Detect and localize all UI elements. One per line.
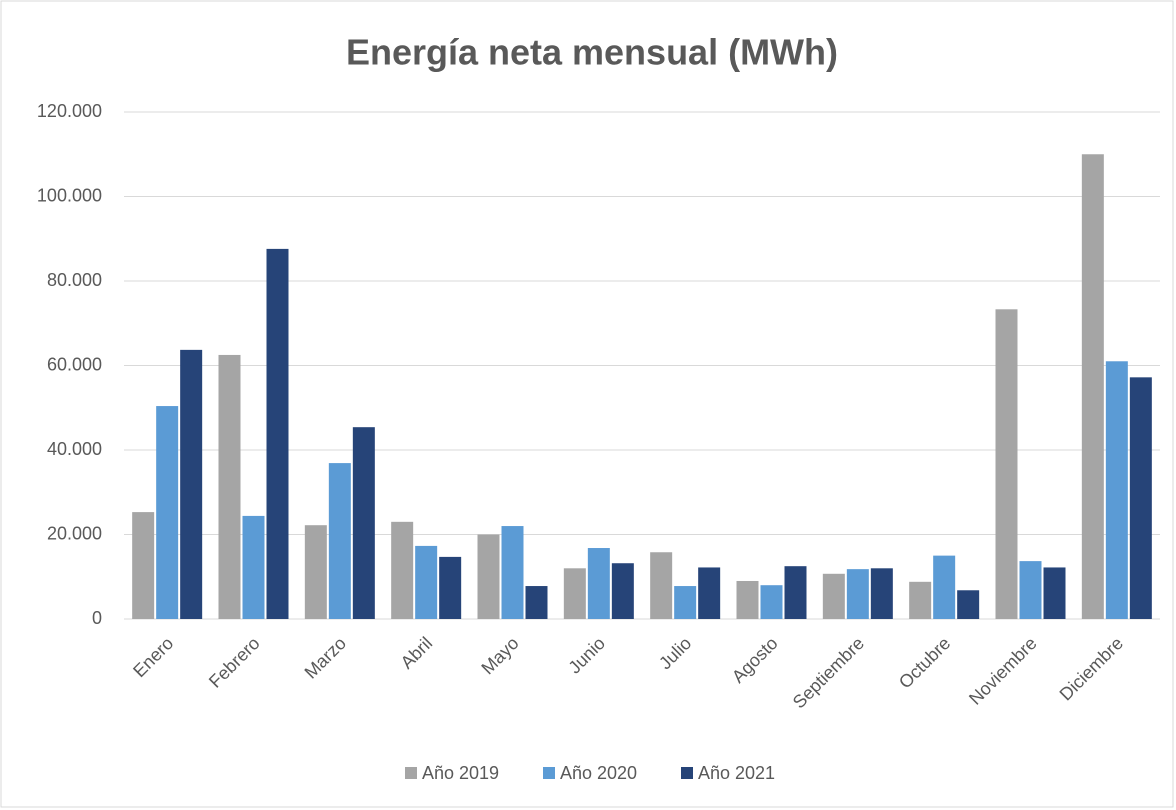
bar — [611, 563, 634, 619]
chart-title: Energía neta mensual (MWh) — [346, 32, 838, 73]
bar — [352, 427, 375, 619]
bar — [1129, 377, 1152, 619]
bar — [822, 573, 845, 619]
bar — [180, 349, 203, 619]
bar — [1019, 561, 1042, 619]
bar — [1081, 154, 1104, 619]
bar — [995, 309, 1018, 619]
legend-swatch — [543, 767, 555, 779]
bar — [415, 545, 438, 619]
legend-swatch — [405, 767, 417, 779]
legend-label: Año 2020 — [560, 763, 637, 783]
legend-label: Año 2021 — [698, 763, 775, 783]
bar — [477, 534, 500, 619]
bar — [1043, 567, 1066, 619]
y-tick-label: 20.000 — [47, 523, 102, 543]
y-tick-label: 60.000 — [47, 354, 102, 374]
bar — [587, 548, 610, 619]
bar — [132, 512, 155, 619]
y-tick-label: 0 — [92, 608, 102, 628]
bar — [784, 566, 807, 619]
bar — [328, 463, 351, 619]
bar — [218, 354, 241, 619]
y-tick-label: 120.000 — [37, 101, 102, 121]
bar — [439, 556, 462, 619]
bar — [909, 581, 932, 619]
bar — [304, 525, 327, 619]
bar — [563, 568, 586, 619]
bar — [242, 515, 265, 619]
bar — [760, 585, 783, 619]
bar — [846, 569, 869, 619]
bar — [933, 555, 956, 619]
y-tick-label: 40.000 — [47, 439, 102, 459]
y-tick-label: 100.000 — [37, 185, 102, 205]
bar — [736, 580, 759, 619]
bar — [957, 590, 980, 619]
bar — [391, 521, 414, 619]
bar — [1105, 361, 1128, 619]
bar — [650, 552, 673, 619]
bar — [674, 586, 697, 619]
bar — [266, 248, 289, 619]
bar — [698, 567, 721, 619]
legend-swatch — [681, 767, 693, 779]
bar — [501, 526, 524, 619]
legend-label: Año 2019 — [422, 763, 499, 783]
bar — [156, 406, 179, 619]
y-tick-label: 80.000 — [47, 270, 102, 290]
bar — [525, 586, 548, 619]
bar — [870, 568, 893, 619]
